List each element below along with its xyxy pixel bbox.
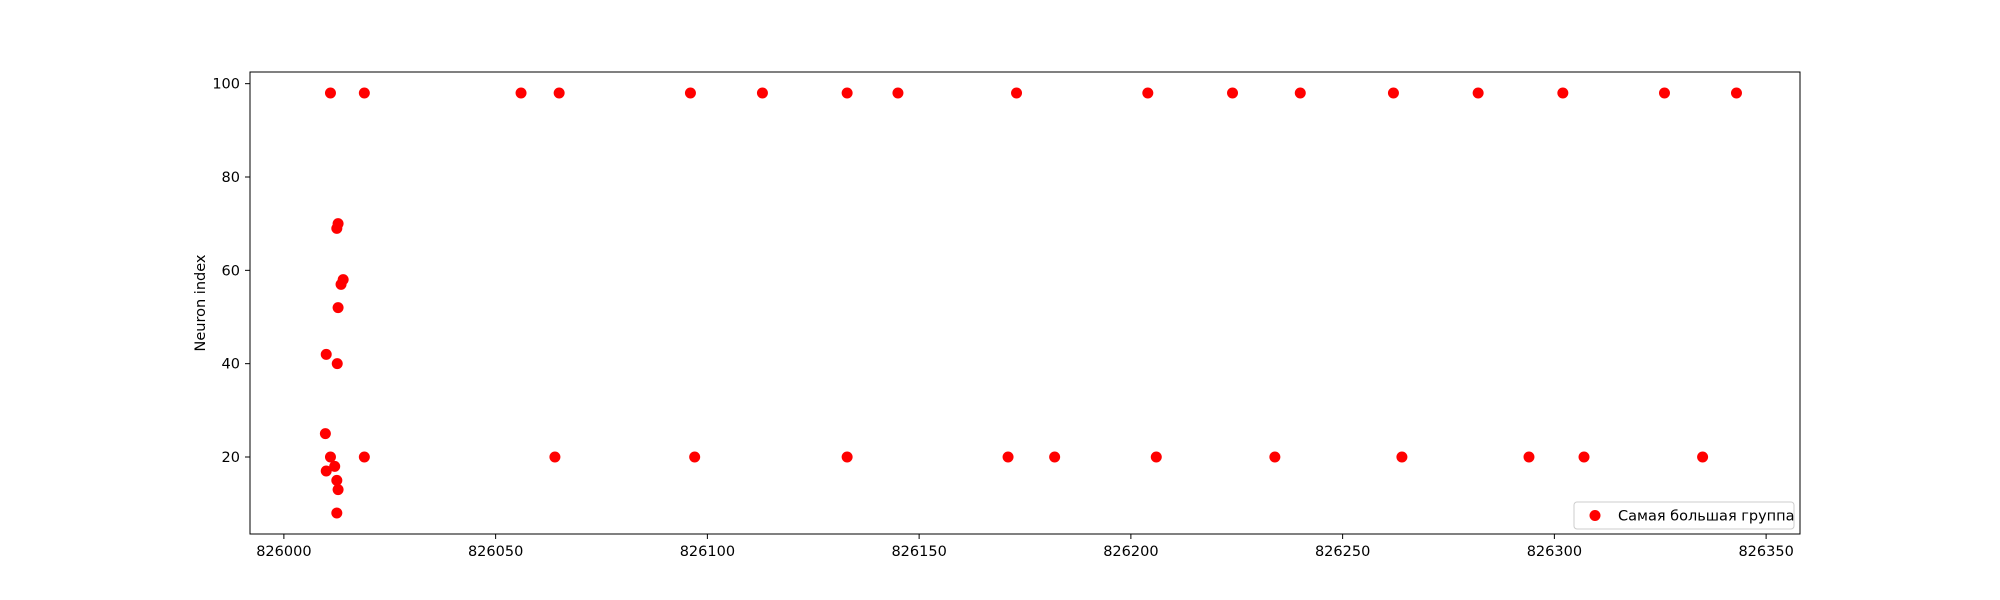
y-tick-label: 80: [222, 170, 240, 186]
data-points: [319, 87, 1742, 519]
data-point: [684, 87, 696, 99]
data-point: [1142, 87, 1154, 99]
y-tick-label: 100: [212, 77, 240, 93]
x-tick-label: 826200: [1103, 544, 1158, 560]
x-axis: 826000 826050 826100 826150 826200 826250 8263…: [256, 534, 1794, 560]
data-point: [1472, 87, 1484, 99]
data-point: [892, 87, 904, 99]
data-point: [515, 87, 527, 99]
data-point: [332, 302, 344, 314]
data-point: [320, 348, 332, 360]
x-tick-label: 826050: [468, 544, 523, 560]
plot-frame: [249, 71, 1801, 535]
data-point: [324, 87, 336, 99]
data-point: [1011, 87, 1023, 99]
data-point: [1523, 451, 1535, 463]
y-tick-label: 20: [222, 450, 240, 466]
x-tick-label: 826250: [1315, 544, 1370, 560]
data-point: [1658, 87, 1670, 99]
data-point: [1150, 451, 1162, 463]
y-tick-label: 60: [222, 263, 240, 279]
data-point: [1697, 451, 1709, 463]
data-point: [1227, 87, 1239, 99]
data-point: [1730, 87, 1742, 99]
data-point: [331, 507, 343, 519]
data-point: [329, 460, 341, 472]
data-point: [1557, 87, 1569, 99]
data-point: [337, 274, 349, 286]
data-point: [1387, 87, 1399, 99]
data-point: [1002, 451, 1014, 463]
x-tick-label: 826350: [1738, 544, 1793, 560]
data-point: [549, 451, 561, 463]
data-point: [553, 87, 565, 99]
data-point: [331, 358, 343, 370]
data-point: [358, 87, 370, 99]
x-tick-label: 826150: [891, 544, 946, 560]
data-point: [1578, 451, 1590, 463]
data-point: [1269, 451, 1281, 463]
y-axis-label: Neuron index: [193, 254, 209, 351]
y-tick-label: 40: [222, 357, 240, 373]
data-point: [841, 451, 853, 463]
data-point: [358, 451, 370, 463]
data-point: [331, 474, 343, 486]
data-point: [1049, 451, 1061, 463]
legend-marker: [1589, 510, 1601, 521]
data-point: [324, 451, 336, 463]
legend-box: [1573, 501, 1795, 530]
data-point: [841, 87, 853, 99]
data-point: [689, 451, 701, 463]
legend: Самая большая группа: [1573, 501, 1795, 530]
data-point: [1396, 451, 1408, 463]
y-axis: 20 40 60 80 100: [212, 77, 250, 466]
x-tick-label: 826000: [256, 544, 311, 560]
legend-entry-label: Самая большая группа: [1618, 509, 1795, 525]
data-point: [319, 428, 331, 440]
x-tick-label: 826100: [680, 544, 735, 560]
data-point: [756, 87, 768, 99]
data-point: [332, 218, 344, 230]
data-point: [332, 484, 344, 496]
data-point: [1294, 87, 1306, 99]
data-point: [320, 465, 332, 477]
x-tick-label: 826300: [1527, 544, 1582, 560]
